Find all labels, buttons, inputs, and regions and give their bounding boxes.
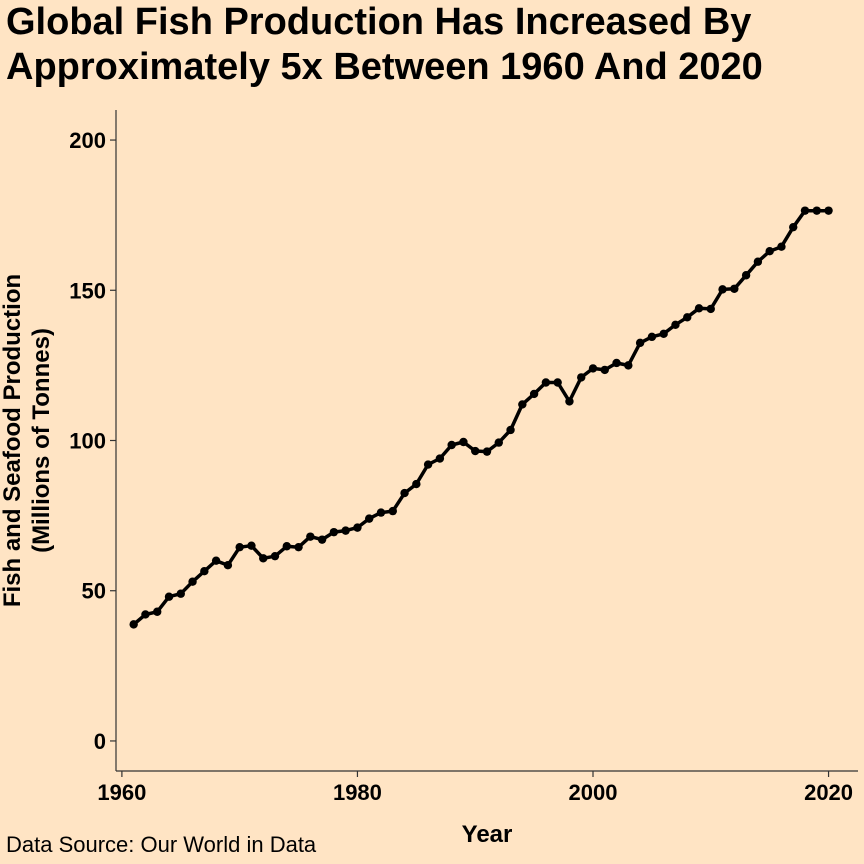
data-point xyxy=(706,304,715,314)
data-point xyxy=(282,542,291,551)
x-tick-label: 2000 xyxy=(569,780,618,805)
data-point xyxy=(577,373,586,382)
data-point xyxy=(812,206,821,215)
data-point xyxy=(353,523,362,532)
ticks: 0 50 100 150 200 1960 1980 2000 2020 xyxy=(69,128,853,805)
production-line xyxy=(132,208,829,626)
data-point xyxy=(800,206,810,215)
data-point xyxy=(317,535,327,544)
data-point xyxy=(741,271,751,280)
y-tick-label: 150 xyxy=(69,278,106,303)
data-point xyxy=(541,378,551,387)
y-tick-label: 200 xyxy=(69,128,106,153)
data-point xyxy=(482,447,492,456)
data-point xyxy=(765,247,774,256)
data-point xyxy=(294,542,303,552)
data-point xyxy=(365,514,374,523)
data-point xyxy=(683,313,692,322)
data-point xyxy=(777,242,786,251)
data-point xyxy=(211,556,221,565)
series-production xyxy=(129,206,833,629)
data-point xyxy=(141,610,150,619)
data-point xyxy=(553,378,562,387)
chart-title: Global Fish Production Has Increased By … xyxy=(6,0,763,90)
data-point xyxy=(494,438,503,447)
data-point xyxy=(718,285,727,294)
data-point xyxy=(647,332,657,342)
data-point xyxy=(153,607,162,616)
data-point xyxy=(635,338,645,348)
data-point xyxy=(400,488,409,498)
data-point xyxy=(306,532,315,541)
data-point xyxy=(471,446,480,456)
data-point xyxy=(188,577,197,586)
data-source-caption: Data Source: Our World in Data xyxy=(6,832,317,857)
data-point xyxy=(200,566,209,576)
chart-title-line-1: Global Fish Production Has Increased By xyxy=(6,1,752,43)
data-point xyxy=(671,320,680,330)
data-point xyxy=(600,365,609,375)
data-point xyxy=(659,329,668,339)
x-tick-label: 1980 xyxy=(333,780,382,805)
data-point xyxy=(753,257,763,266)
data-point xyxy=(388,506,397,516)
data-point xyxy=(164,592,174,601)
data-point xyxy=(423,460,433,469)
x-tick-label: 1960 xyxy=(97,780,146,805)
data-point xyxy=(412,479,421,489)
y-tick-label: 0 xyxy=(94,729,106,754)
data-point xyxy=(435,454,445,463)
data-point xyxy=(376,508,386,517)
data-point xyxy=(176,589,185,598)
data-point xyxy=(694,304,704,313)
data-point xyxy=(789,222,798,232)
y-axis-title-line-2: (Millions of Tonnes) xyxy=(28,328,55,553)
x-axis-title: Year xyxy=(462,821,513,848)
x-tick-label: 2020 xyxy=(804,780,853,805)
data-point xyxy=(341,526,350,535)
data-point xyxy=(824,206,833,215)
data-point xyxy=(612,358,621,368)
y-tick-label: 50 xyxy=(82,579,106,604)
data-point xyxy=(518,400,527,409)
data-point xyxy=(270,551,280,561)
data-point xyxy=(329,527,339,537)
data-point xyxy=(247,541,256,550)
data-point xyxy=(235,542,244,552)
data-point xyxy=(447,440,456,450)
data-point xyxy=(506,425,515,435)
y-axis-title-line-1: Fish and Seafood Production xyxy=(0,274,26,607)
data-point xyxy=(624,361,633,370)
chart-title-line-2: Approximately 5x Between 1960 And 2020 xyxy=(6,46,763,88)
data-point xyxy=(529,389,539,399)
data-point xyxy=(588,364,598,373)
data-point xyxy=(259,554,268,563)
data-point xyxy=(129,620,138,629)
data-point xyxy=(223,560,233,570)
data-point xyxy=(730,284,739,293)
axes xyxy=(115,110,858,772)
y-tick-label: 100 xyxy=(69,429,106,454)
data-point xyxy=(459,437,468,447)
data-point xyxy=(565,397,574,406)
